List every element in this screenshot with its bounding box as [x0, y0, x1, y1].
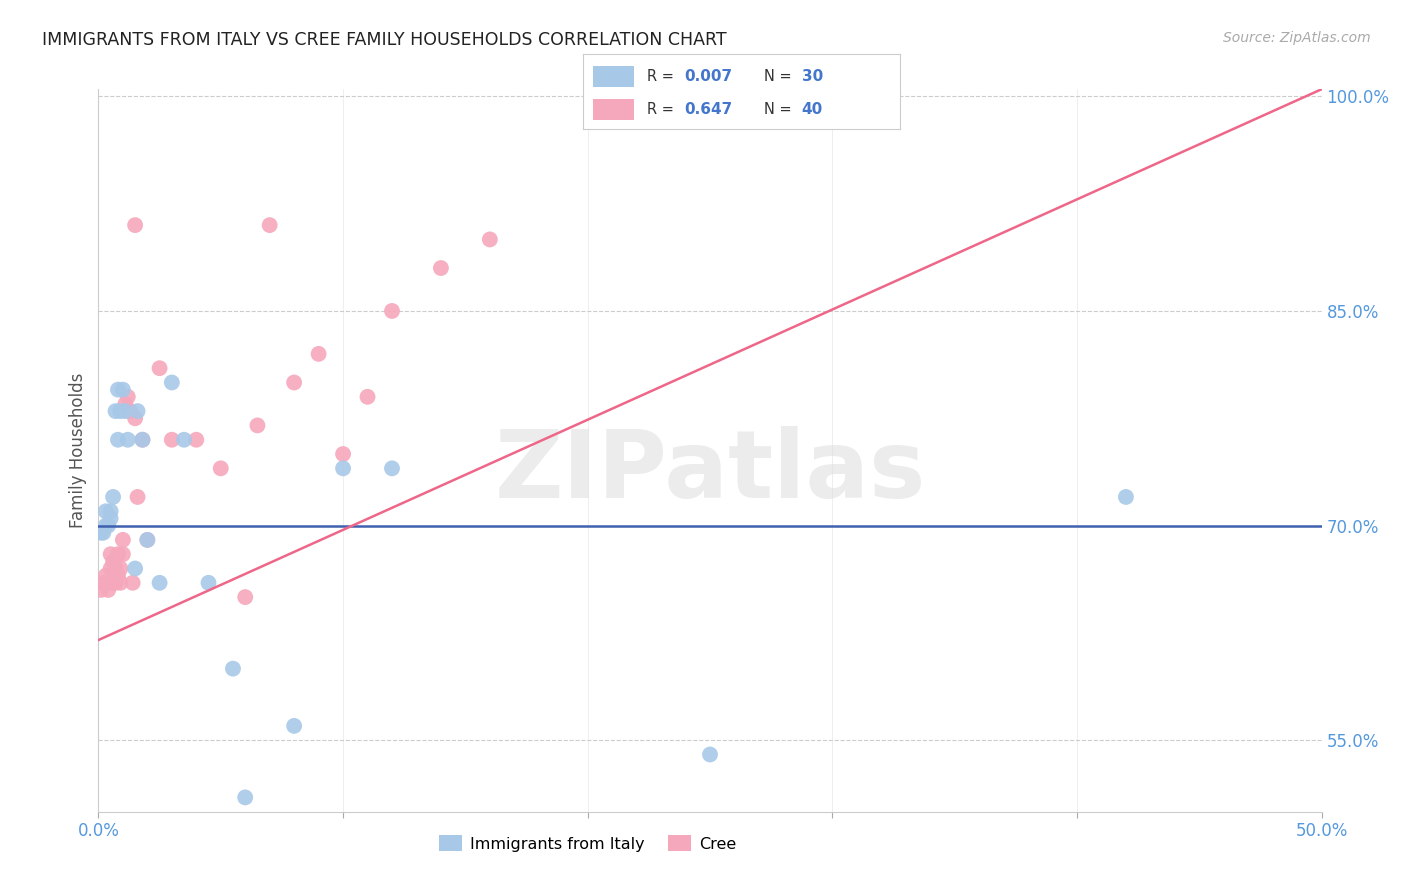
FancyBboxPatch shape: [593, 66, 634, 87]
Point: [233, 790, 256, 805]
Legend: Immigrants from Italy, Cree: Immigrants from Italy, Cree: [433, 829, 742, 858]
FancyBboxPatch shape: [593, 99, 634, 120]
Point: [246, 418, 269, 433]
Text: 30: 30: [801, 69, 823, 84]
Point: [104, 575, 127, 590]
Point: [114, 397, 136, 411]
Point: [283, 719, 305, 733]
Point: [136, 533, 159, 547]
Point: [90, 525, 112, 540]
Text: R =: R =: [647, 69, 678, 84]
Point: [308, 347, 330, 361]
Point: [91, 575, 114, 590]
Point: [124, 411, 146, 425]
Text: 0.007: 0.007: [685, 69, 733, 84]
Point: [104, 404, 127, 418]
Point: [332, 447, 354, 461]
Point: [111, 533, 134, 547]
Point: [104, 561, 127, 575]
Point: [101, 490, 124, 504]
Point: [107, 433, 129, 447]
Point: [173, 433, 195, 447]
Point: [91, 525, 114, 540]
Point: [127, 490, 149, 504]
Point: [114, 404, 136, 418]
Point: [381, 304, 404, 318]
Point: [90, 582, 112, 597]
Text: ZIPatlas: ZIPatlas: [495, 426, 925, 518]
Point: [107, 568, 129, 582]
Point: [381, 461, 404, 475]
Text: 40: 40: [801, 102, 823, 117]
Point: [110, 561, 132, 575]
Point: [117, 433, 139, 447]
Point: [131, 433, 153, 447]
Point: [149, 361, 172, 376]
Point: [111, 547, 134, 561]
Point: [100, 504, 122, 518]
Point: [97, 582, 120, 597]
Point: [233, 590, 256, 604]
Point: [222, 662, 245, 676]
Point: [209, 461, 232, 475]
Point: [478, 232, 501, 246]
Y-axis label: Family Households: Family Households: [69, 373, 87, 528]
Point: [430, 260, 453, 275]
Text: 0.647: 0.647: [685, 102, 733, 117]
Point: [121, 575, 143, 590]
Point: [124, 218, 146, 232]
Point: [120, 404, 142, 418]
Text: R =: R =: [647, 102, 678, 117]
Point: [111, 383, 134, 397]
Point: [186, 433, 208, 447]
Point: [1115, 490, 1137, 504]
Point: [101, 554, 124, 568]
Point: [136, 533, 159, 547]
Point: [100, 547, 122, 561]
Point: [124, 561, 146, 575]
Text: Source: ZipAtlas.com: Source: ZipAtlas.com: [1223, 31, 1371, 45]
Point: [356, 390, 378, 404]
Point: [117, 390, 139, 404]
Point: [160, 376, 183, 390]
Text: IMMIGRANTS FROM ITALY VS CREE FAMILY HOUSEHOLDS CORRELATION CHART: IMMIGRANTS FROM ITALY VS CREE FAMILY HOU…: [42, 31, 727, 49]
Point: [197, 575, 219, 590]
Point: [131, 433, 153, 447]
Point: [101, 575, 124, 590]
Point: [110, 404, 132, 418]
Point: [149, 575, 172, 590]
Point: [160, 433, 183, 447]
Text: N =: N =: [763, 102, 796, 117]
Point: [94, 568, 117, 582]
Point: [107, 383, 129, 397]
Point: [107, 547, 129, 561]
Point: [110, 575, 132, 590]
Point: [699, 747, 721, 762]
Point: [127, 404, 149, 418]
Point: [332, 461, 354, 475]
Point: [259, 218, 281, 232]
Point: [100, 511, 122, 525]
Point: [94, 518, 117, 533]
Point: [100, 561, 122, 575]
Point: [97, 575, 120, 590]
Point: [97, 518, 120, 533]
Point: [283, 376, 305, 390]
Point: [94, 504, 117, 518]
Text: N =: N =: [763, 69, 796, 84]
